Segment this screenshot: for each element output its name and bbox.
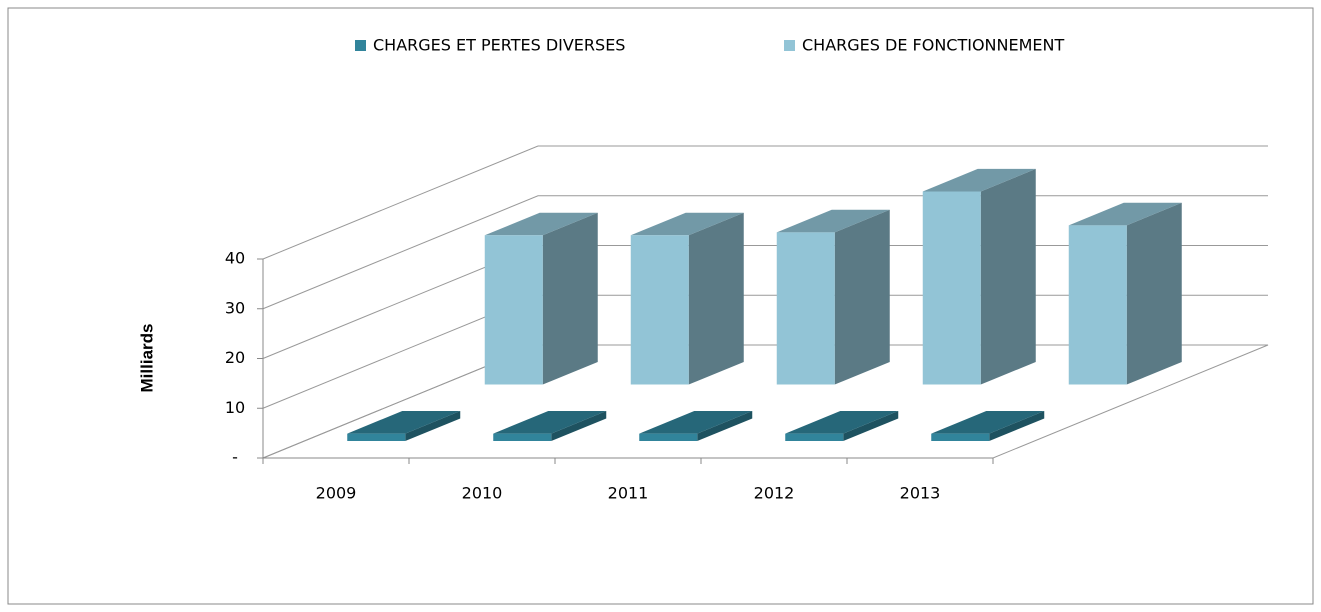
bar-top <box>785 410 899 434</box>
bar-front <box>1068 225 1127 385</box>
bar-side <box>542 212 598 385</box>
bar-top <box>776 209 890 233</box>
y-axis-label: Milliards <box>137 324 156 393</box>
bar-side <box>980 168 1036 385</box>
bar <box>347 410 461 442</box>
bar-front <box>347 433 406 442</box>
legend-label: CHARGES ET PERTES DIVERSES <box>373 36 625 55</box>
bar <box>931 410 1045 442</box>
bar-side <box>405 410 461 442</box>
bar-side <box>697 410 753 442</box>
y-tick-label: 20 <box>225 348 245 367</box>
x-tick-label: 2012 <box>754 484 795 503</box>
x-tick-label: 2010 <box>462 484 503 503</box>
bar-front <box>493 433 552 442</box>
bar-side <box>688 212 744 385</box>
y-tick-label: 40 <box>225 249 245 268</box>
bar-top <box>493 410 607 434</box>
x-tick-label: 2013 <box>900 484 941 503</box>
bar-top <box>347 410 461 434</box>
bar-front <box>639 433 698 442</box>
bar-side <box>989 410 1045 442</box>
y-tick-label: 10 <box>225 398 245 417</box>
bar <box>630 212 744 385</box>
bar-front <box>776 232 835 385</box>
bar-top <box>630 212 744 236</box>
bar-top <box>922 168 1036 192</box>
bar-front <box>484 235 543 385</box>
bar <box>922 168 1036 385</box>
bar-front <box>785 433 844 442</box>
bar-side <box>1126 202 1182 385</box>
bar-top <box>931 410 1045 434</box>
x-tick-label: 2011 <box>608 484 649 503</box>
bar <box>639 410 753 442</box>
bar-front <box>922 191 981 385</box>
bar-top <box>1068 202 1182 226</box>
bar-top <box>484 212 598 236</box>
bar-side <box>843 410 899 442</box>
y-tick-label: - <box>232 448 238 467</box>
y-tick-label: 30 <box>225 298 245 317</box>
bar-front <box>931 433 990 442</box>
legend-swatch <box>355 40 366 51</box>
bar-front <box>630 235 689 385</box>
x-tick-label: 2009 <box>316 484 357 503</box>
bar <box>484 212 598 385</box>
legend-label: CHARGES DE FONCTIONNEMENT <box>802 36 1064 55</box>
bar <box>776 209 890 385</box>
bar <box>1068 202 1182 385</box>
grid-line <box>262 145 1268 260</box>
bar <box>785 410 899 442</box>
bar <box>493 410 607 442</box>
legend-swatch <box>784 40 795 51</box>
bar-top <box>639 410 753 434</box>
bar-side <box>834 209 890 385</box>
bar-side <box>551 410 607 442</box>
